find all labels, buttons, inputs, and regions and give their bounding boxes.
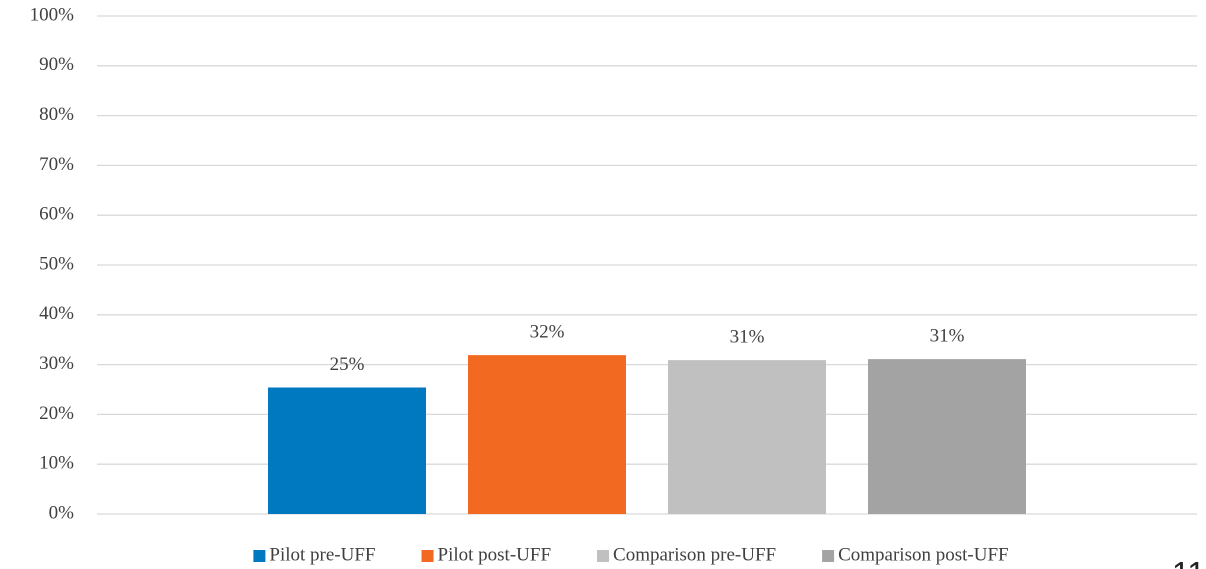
legend-label: Comparison pre-UFF <box>613 544 776 565</box>
y-tick-label: 30% <box>39 353 74 374</box>
legend-label: Pilot post-UFF <box>438 544 552 565</box>
y-tick-label: 10% <box>39 453 74 474</box>
legend-swatch <box>421 550 434 562</box>
y-tick-label: 40% <box>39 303 74 324</box>
y-tick-label: 20% <box>39 403 74 424</box>
legend-swatch <box>822 550 835 562</box>
legend-swatch <box>597 550 610 562</box>
y-tick-label: 0% <box>49 502 75 523</box>
y-tick-label: 50% <box>39 253 74 274</box>
value-label: 31% <box>730 326 765 347</box>
legend-swatch <box>253 550 266 562</box>
y-tick-label: 70% <box>39 154 74 175</box>
y-tick-label: 100% <box>30 4 75 25</box>
y-tick-label: 80% <box>39 104 74 125</box>
legend-label: Comparison post-UFF <box>838 544 1009 565</box>
bar <box>868 359 1026 514</box>
bar <box>268 387 426 514</box>
page-number: 11 <box>1172 555 1205 569</box>
y-tick-label: 90% <box>39 54 74 75</box>
bar <box>668 360 826 514</box>
value-label: 25% <box>330 354 365 375</box>
y-tick-label: 60% <box>39 204 74 225</box>
value-label: 32% <box>530 321 565 342</box>
value-label: 31% <box>930 325 965 346</box>
bar <box>468 355 626 514</box>
legend-label: Pilot pre-UFF <box>269 544 375 565</box>
